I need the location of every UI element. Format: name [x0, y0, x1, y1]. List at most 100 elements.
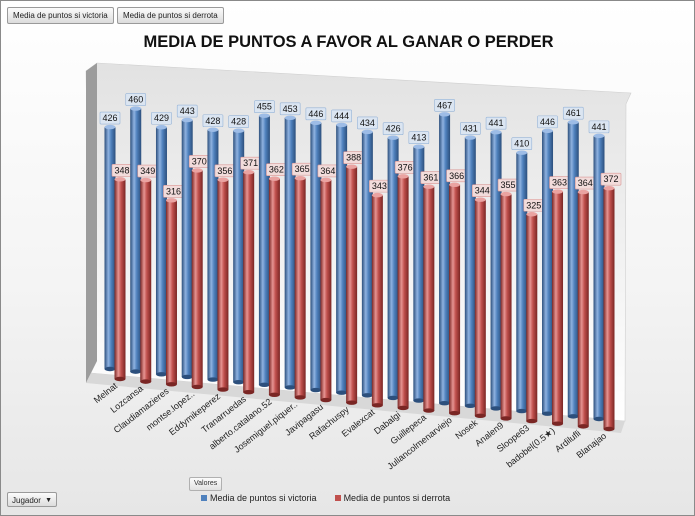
bar-victoria-14-base [464, 403, 476, 409]
bar-derrota-1-data-label: 349 [140, 166, 155, 176]
bar-victoria-3-base [181, 374, 193, 380]
legend-label-victoria: Media de puntos si victoria [210, 493, 317, 503]
bar-derrota-16 [526, 214, 538, 422]
bar-victoria-7-label-box [279, 102, 301, 116]
bar-victoria-4-base [207, 377, 219, 382]
bar-derrota-6-base [268, 392, 280, 397]
values-field-button[interactable]: Valores [189, 477, 223, 491]
bar-derrota-13 [449, 184, 461, 414]
bar-victoria-12-data-label: 413 [411, 133, 426, 143]
bar-victoria-4 [207, 129, 219, 380]
bar-derrota-12-top [423, 184, 435, 189]
bar-derrota-2 [165, 200, 177, 385]
bar-victoria-14-top [464, 135, 476, 140]
bar-victoria-9-base [336, 390, 348, 395]
bar-victoria-0 [104, 127, 116, 369]
bar-victoria-0-top [104, 124, 116, 130]
legend-label-derrota: Media de puntos si derrota [343, 493, 451, 503]
bar-derrota-1-top [140, 177, 152, 183]
bar-victoria-16-base [516, 408, 528, 414]
bar-victoria-17-top [542, 128, 554, 134]
bar-victoria-3-data-label: 443 [180, 106, 195, 116]
bar-derrota-9 [346, 166, 358, 403]
bar-derrota-9-top [346, 164, 358, 169]
bar-victoria-1 [130, 108, 142, 372]
bar-victoria-17-data-label: 446 [540, 117, 555, 127]
bar-victoria-13 [439, 114, 451, 404]
bar-victoria-1-top [130, 106, 142, 111]
bar-derrota-19-data-label: 372 [603, 174, 618, 184]
bar-derrota-17-data-label: 363 [552, 178, 567, 188]
bar-derrota-0-base [114, 376, 126, 382]
bar-victoria-2-base [155, 372, 167, 377]
bar-derrota-7-data-label: 365 [295, 164, 310, 174]
bar-derrota-7-top [294, 175, 306, 181]
legend-item-victoria: Media de puntos si victoria [201, 493, 317, 503]
filter-button-victoria[interactable]: Media de puntos si victoria [7, 7, 114, 24]
bar-victoria-10-label-box [357, 116, 378, 130]
bar-derrota-17-base [552, 421, 564, 426]
bar-derrota-17 [552, 191, 564, 424]
bar-derrota-5-data-label: 371 [243, 158, 258, 168]
bar-derrota-18-base [577, 424, 589, 429]
bar-derrota-5-base [243, 389, 255, 395]
bar-derrota-9-data-label: 388 [346, 153, 361, 163]
bar-derrota-14 [474, 199, 486, 416]
legend-swatch-derrota [334, 495, 341, 501]
legend-swatch-victoria [201, 495, 207, 501]
bar-derrota-0 [114, 179, 126, 379]
bar-victoria-3-top [181, 117, 193, 123]
bar-victoria-14-data-label: 431 [463, 124, 478, 134]
bar-victoria-3-label-box [176, 104, 198, 118]
bar-derrota-4-data-label: 356 [217, 166, 232, 176]
axis-field-dropdown[interactable]: Jugador ▼ [7, 492, 57, 507]
bar-victoria-9-top [336, 122, 348, 128]
legend-item-derrota: Media de puntos si derrota [334, 493, 451, 503]
bar-derrota-6 [268, 178, 280, 395]
bar-victoria-6-base [258, 382, 270, 387]
bar-derrota-10-top [371, 192, 383, 198]
bar-derrota-13-data-label: 366 [449, 171, 464, 181]
bar-derrota-11 [397, 176, 409, 408]
bar-derrota-6-top [268, 176, 280, 181]
bar-derrota-10-data-label: 343 [372, 181, 387, 191]
bar-victoria-2-label-box [151, 111, 172, 125]
bar-victoria-10 [361, 131, 373, 396]
bar-victoria-13-data-label: 467 [437, 100, 452, 110]
bar-derrota-1-base [140, 379, 152, 384]
bar-derrota-11-data-label: 376 [398, 162, 413, 172]
bar-derrota-18-top [577, 189, 589, 195]
bar-victoria-16-label-box [511, 137, 533, 150]
bar-victoria-14 [464, 137, 476, 406]
axis-field-label: Jugador [12, 496, 41, 505]
bar-victoria-6-data-label: 455 [257, 102, 272, 112]
bar-victoria-12-base [413, 398, 425, 403]
bar-victoria-7-base [284, 385, 296, 390]
bar-victoria-8 [310, 122, 322, 391]
bar-victoria-16 [516, 152, 528, 412]
bar-victoria-18-label-box [562, 106, 584, 120]
bar-victoria-5-base [233, 379, 245, 385]
filter-button-derrota[interactable]: Media de puntos si derrota [117, 7, 224, 24]
bar-derrota-13-top [449, 182, 461, 187]
bar-derrota-15 [500, 194, 512, 419]
bar-derrota-18-data-label: 364 [578, 178, 593, 188]
bar-victoria-5-label-box [228, 115, 249, 129]
chart-title: MEDIA DE PUNTOS A FAVOR AL GANAR O PERDE… [143, 33, 554, 51]
bar-derrota-1 [140, 180, 152, 382]
bar-victoria-14-label-box [460, 122, 481, 135]
bar-victoria-15-top [490, 130, 502, 135]
bar-derrota-2-data-label: 316 [166, 186, 181, 196]
bar-victoria-10-data-label: 434 [360, 118, 375, 128]
bar-victoria-2-data-label: 429 [154, 113, 169, 123]
bar-victoria-9-data-label: 444 [334, 111, 349, 121]
bar-victoria-12-top [413, 144, 425, 149]
bar-derrota-11-top [397, 174, 409, 179]
bar-derrota-8-data-label: 364 [320, 166, 335, 176]
bar-victoria-13-label-box [434, 99, 455, 112]
bar-derrota-15-base [500, 416, 512, 421]
bar-victoria-18-data-label: 461 [566, 108, 581, 118]
bar-victoria-8-label-box [305, 107, 327, 121]
